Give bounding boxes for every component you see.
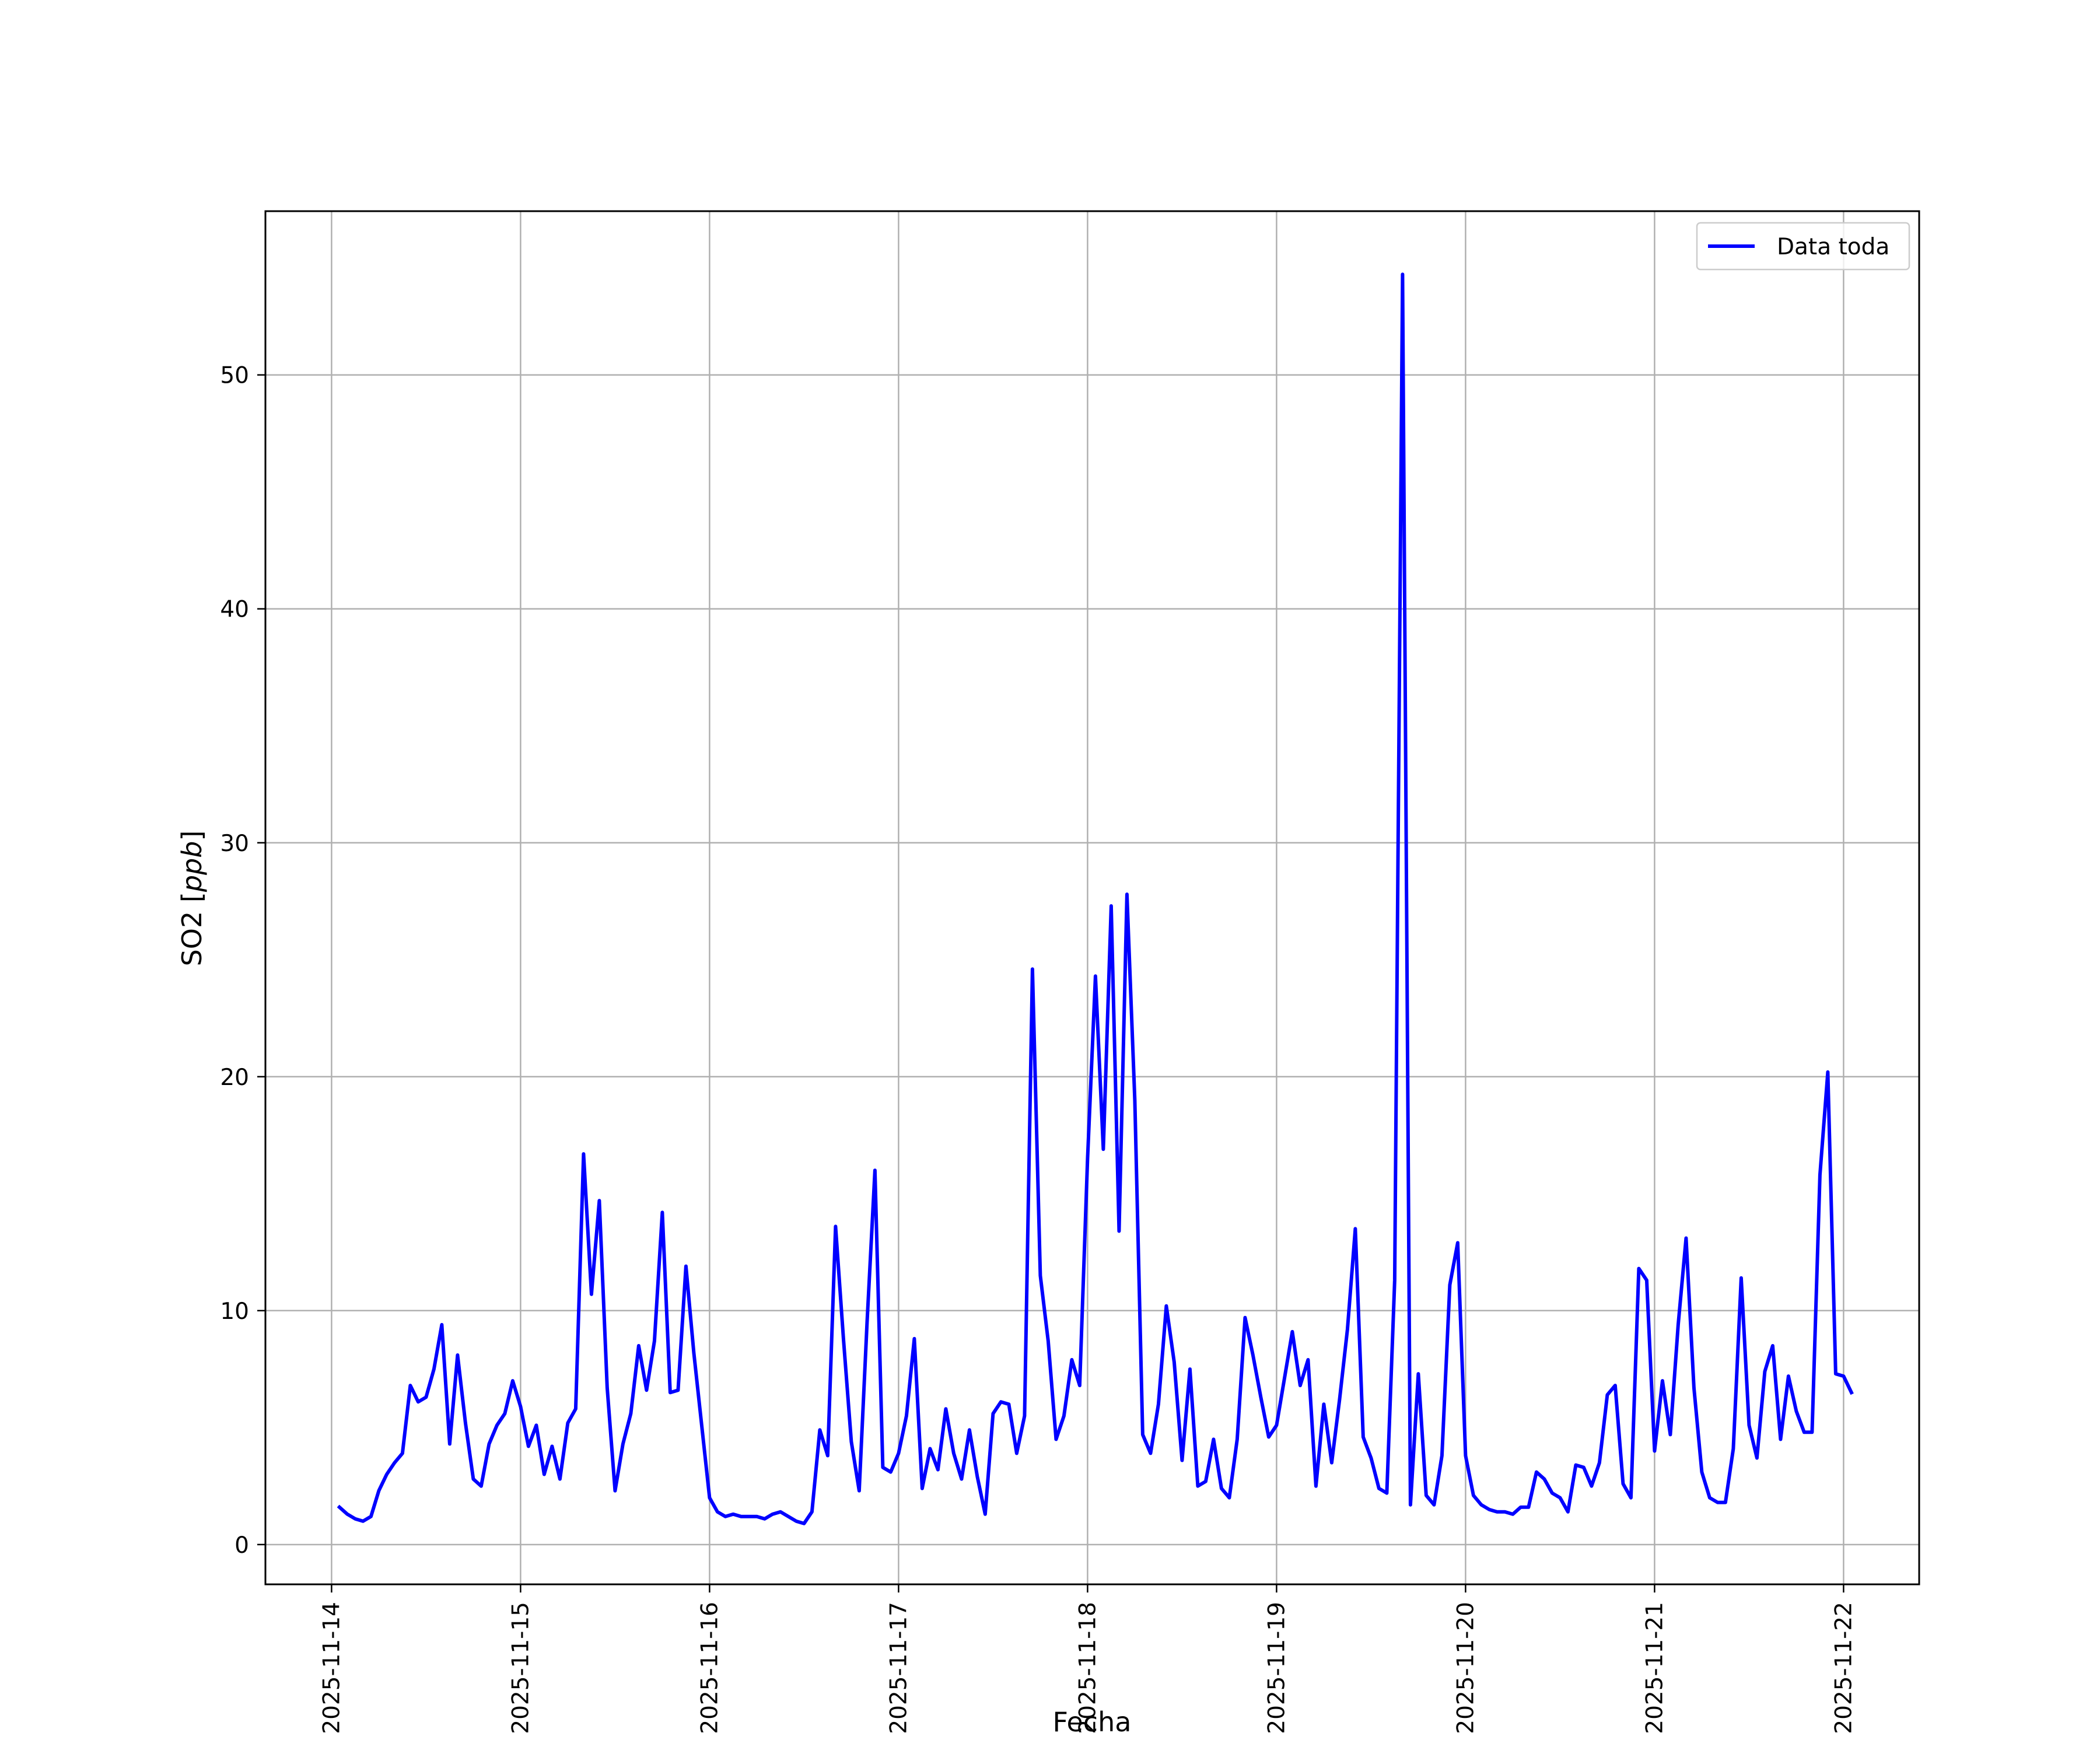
plot-frame xyxy=(264,210,1920,1586)
x-tick-label: 2025-11-18 xyxy=(1074,1602,1101,1734)
x-axis: 2025-11-14 2025-11-15 2025-11-16 2025-11-17… xyxy=(318,1584,1857,1734)
y-tick-label: 40 xyxy=(220,597,249,623)
line-layer xyxy=(337,272,1854,1525)
y-axis-label: SO2 [ppb] xyxy=(176,831,208,967)
series-line-data-toda xyxy=(337,272,1854,1525)
legend-entry-data-toda: Data toda xyxy=(1777,234,1889,260)
x-tick-label: 2025-11-21 xyxy=(1642,1602,1668,1734)
y-tick-label: 30 xyxy=(220,831,249,857)
x-tick-label: 2025-11-17 xyxy=(886,1602,912,1734)
x-tick-label: 2025-11-19 xyxy=(1264,1602,1290,1734)
y-tick-label: 0 xyxy=(235,1532,249,1559)
grid xyxy=(265,211,1919,1584)
y-tick-label: 20 xyxy=(220,1065,249,1091)
x-tick-label: 2025-11-16 xyxy=(696,1602,723,1734)
x-tick-label: 2025-11-20 xyxy=(1452,1602,1479,1734)
x-tick-label: 2025-11-14 xyxy=(318,1602,345,1734)
y-tick-label: 10 xyxy=(220,1298,249,1325)
x-tick-label: 2025-11-15 xyxy=(508,1602,534,1734)
y-tick-label: 50 xyxy=(220,363,249,389)
x-tick-label: 2025-11-22 xyxy=(1831,1602,1857,1734)
legend-box xyxy=(1696,222,1910,271)
x-axis-label: Fecha xyxy=(1053,1706,1132,1738)
legend: Data toda xyxy=(1696,222,1910,271)
y-axis-label-unit: ppb xyxy=(176,841,208,893)
y-axis: 0 10 20 30 40 50 xyxy=(220,363,265,1559)
y-axis-label-close: ] xyxy=(176,831,208,841)
y-axis-label-main: SO2 [ xyxy=(176,892,208,966)
